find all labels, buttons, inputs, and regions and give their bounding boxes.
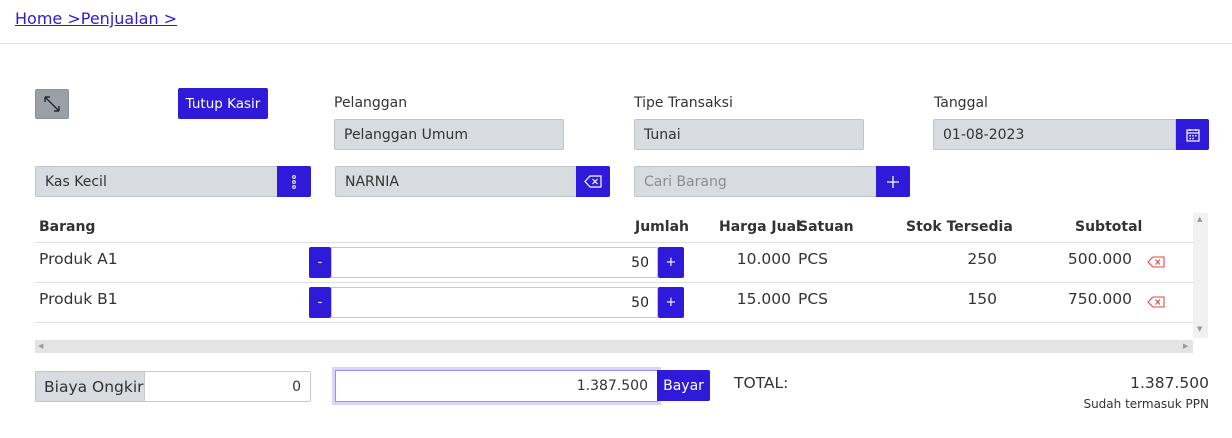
quantity-stepper: - 50 + bbox=[309, 247, 684, 278]
increment-button[interactable]: + bbox=[658, 247, 684, 278]
items-table: Barang Jumlah Harga Jual Satuan Stok Ter… bbox=[35, 210, 1193, 340]
pelanggan-label: Pelanggan bbox=[334, 95, 408, 111]
increment-button[interactable]: + bbox=[658, 287, 684, 318]
scroll-left-icon[interactable]: ◀ bbox=[38, 342, 44, 350]
cell-barang: Produk A1 bbox=[39, 250, 118, 268]
row-divider bbox=[35, 242, 1193, 243]
quantity-input[interactable]: 50 bbox=[331, 287, 658, 318]
cell-stok: 250 bbox=[967, 250, 997, 268]
header-subtotal: Subtotal bbox=[1075, 219, 1143, 235]
delete-row-icon[interactable] bbox=[1147, 256, 1165, 268]
backspace-icon bbox=[584, 175, 602, 188]
scroll-up-icon[interactable]: ▲ bbox=[1197, 215, 1203, 223]
tipe-transaksi-label: Tipe Transaksi bbox=[634, 95, 733, 111]
total-label: TOTAL: bbox=[734, 374, 789, 392]
vertical-dots-icon bbox=[292, 174, 296, 189]
cell-satuan: PCS bbox=[798, 290, 829, 308]
breadcrumb-home-link[interactable]: Home > bbox=[15, 9, 81, 28]
tanggal-field[interactable]: 01-08-2023 bbox=[933, 119, 1176, 150]
tanggal-label: Tanggal bbox=[934, 95, 988, 111]
row-divider bbox=[35, 322, 1193, 323]
header-stok-tersedia: Stok Tersedia bbox=[906, 219, 1013, 235]
calendar-icon bbox=[1185, 128, 1200, 142]
breadcrumb: Home >Penjualan > bbox=[15, 9, 177, 28]
biaya-ongkir-input[interactable]: 0 bbox=[144, 371, 311, 402]
clear-sales-button[interactable] bbox=[576, 166, 610, 197]
scroll-down-icon[interactable]: ▼ bbox=[1197, 325, 1203, 333]
cell-harga: 15.000 bbox=[736, 290, 791, 308]
delete-row-icon[interactable] bbox=[1147, 296, 1165, 308]
expand-button[interactable] bbox=[35, 89, 69, 119]
cell-harga: 10.000 bbox=[736, 250, 791, 268]
cell-subtotal: 750.000 bbox=[1067, 290, 1132, 308]
sales-field[interactable]: NARNIA bbox=[335, 166, 577, 197]
cell-stok: 150 bbox=[967, 290, 997, 308]
tutup-kasir-button[interactable]: Tutup Kasir bbox=[178, 88, 268, 119]
decrement-button[interactable]: - bbox=[309, 247, 331, 278]
calendar-button[interactable] bbox=[1176, 119, 1209, 150]
kas-field[interactable]: Kas Kecil bbox=[35, 166, 278, 197]
total-note: Sudah termasuk PPN bbox=[1083, 397, 1209, 411]
total-value: 1.387.500 bbox=[1130, 374, 1209, 392]
decrement-button[interactable]: - bbox=[309, 287, 331, 318]
bayar-input[interactable]: 1.387.500 bbox=[335, 370, 658, 402]
vertical-scrollbar[interactable]: ▲ ▼ bbox=[1193, 213, 1208, 338]
bayar-button[interactable]: Bayar bbox=[657, 370, 710, 401]
expand-icon bbox=[44, 96, 60, 112]
header-divider bbox=[0, 43, 1232, 44]
biaya-ongkir-label: Biaya Ongkir bbox=[35, 371, 145, 402]
quantity-stepper: - 50 + bbox=[309, 287, 684, 318]
cari-barang-input[interactable]: Cari Barang bbox=[634, 166, 877, 197]
header-barang: Barang bbox=[39, 219, 96, 235]
row-divider bbox=[35, 282, 1193, 283]
header-satuan: Satuan bbox=[798, 219, 854, 235]
header-jumlah: Jumlah bbox=[635, 219, 689, 235]
pelanggan-field[interactable]: Pelanggan Umum bbox=[334, 119, 564, 150]
tipe-transaksi-field[interactable]: Tunai bbox=[634, 119, 864, 150]
cell-subtotal: 500.000 bbox=[1067, 250, 1132, 268]
horizontal-scrollbar[interactable]: ◀ ▶ bbox=[35, 340, 1193, 353]
breadcrumb-penjualan-link[interactable]: Penjualan > bbox=[80, 9, 178, 28]
scroll-right-icon[interactable]: ▶ bbox=[1183, 342, 1189, 350]
cell-barang: Produk B1 bbox=[39, 290, 118, 308]
cell-satuan: PCS bbox=[798, 250, 829, 268]
kas-menu-button[interactable] bbox=[277, 166, 311, 197]
plus-icon bbox=[887, 175, 899, 188]
header-harga-jual: Harga Jual bbox=[719, 219, 801, 235]
quantity-input[interactable]: 50 bbox=[331, 247, 658, 278]
add-barang-button[interactable] bbox=[876, 166, 910, 197]
